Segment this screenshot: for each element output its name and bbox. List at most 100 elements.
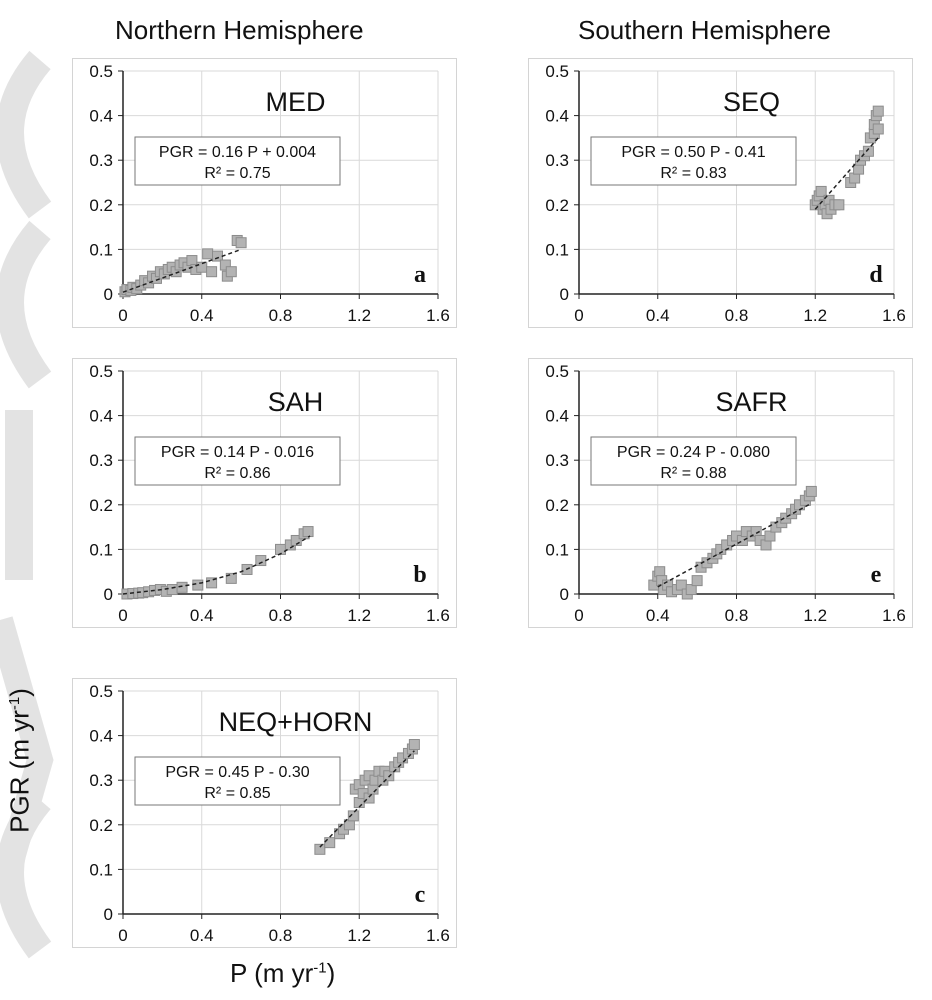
x-tick-label: 1.6 bbox=[882, 606, 906, 625]
x-tick-label: 0 bbox=[118, 926, 127, 945]
data-point bbox=[225, 266, 237, 278]
x-tick-label: 0.8 bbox=[725, 306, 749, 325]
trend-line bbox=[319, 750, 415, 848]
y-axis-label-sup: -1 bbox=[5, 696, 23, 711]
data-point bbox=[192, 579, 204, 591]
panel-letter: d bbox=[869, 262, 883, 288]
chart-a-svg: 0 0.1 0.2 0.3 0.4 0.5 0 0.4 0.8 1.2 1.6 MED PGR = 0.… bbox=[89, 62, 450, 325]
panel-title: MED bbox=[266, 87, 326, 117]
equation-text: PGR = 0.14 P - 0.016 bbox=[161, 444, 314, 461]
data-point bbox=[862, 145, 874, 157]
y-tick-label: 0.1 bbox=[89, 860, 113, 879]
x-tick-label: 1.2 bbox=[803, 606, 827, 625]
data-point bbox=[225, 572, 237, 584]
x-tick-label: 0.4 bbox=[646, 306, 670, 325]
y-tick-label: 0.2 bbox=[89, 196, 113, 215]
y-tick-label: 0 bbox=[560, 585, 569, 604]
y-tick-label: 0.4 bbox=[545, 407, 569, 426]
x-axis-label-sup: -1 bbox=[313, 959, 327, 977]
data-point bbox=[176, 581, 188, 593]
x-axis-label-text: P (m yr bbox=[230, 958, 314, 988]
y-tick-label: 0 bbox=[104, 585, 113, 604]
chart-e-svg: 0 0.1 0.2 0.3 0.4 0.5 0 0.4 0.8 1.2 1.6 SAFR PGR = 0… bbox=[545, 362, 906, 625]
panel-e: 0 0.1 0.2 0.3 0.4 0.5 0 0.4 0.8 1.2 1.6 SAFR PGR = 0… bbox=[528, 358, 913, 628]
y-tick-label: 0.1 bbox=[545, 240, 569, 259]
panel-letter: a bbox=[414, 262, 426, 288]
y-tick-label: 0.2 bbox=[89, 496, 113, 515]
y-tick-label: 0.1 bbox=[89, 240, 113, 259]
chart-c-svg: 0 0.1 0.2 0.3 0.4 0.5 0 0.4 0.8 1.2 1.6 NEQ+HORN PGR… bbox=[89, 682, 450, 945]
equation-text: PGR = 0.16 P + 0.004 bbox=[159, 144, 316, 161]
data-point bbox=[347, 810, 359, 822]
x-tick-label: 0 bbox=[574, 306, 583, 325]
y-tick-label: 0.2 bbox=[545, 496, 569, 515]
data-point bbox=[196, 261, 208, 273]
y-tick-label: 0.3 bbox=[89, 151, 113, 170]
x-tick-label: 0.8 bbox=[269, 926, 293, 945]
x-tick-label: 0 bbox=[574, 606, 583, 625]
r-squared-text: R² = 0.88 bbox=[660, 465, 726, 482]
y-axis-label-close: ) bbox=[4, 688, 35, 697]
r-squared-text: R² = 0.75 bbox=[204, 165, 270, 182]
panel-d: 0 0.1 0.2 0.3 0.4 0.5 0 0.4 0.8 1.2 1.6 SEQ PGR = 0.… bbox=[528, 58, 913, 328]
x-tick-label: 0.4 bbox=[190, 306, 214, 325]
x-tick-label: 0.4 bbox=[646, 606, 670, 625]
southern-hemisphere-header: Southern Hemisphere bbox=[578, 15, 831, 45]
data-point bbox=[255, 555, 267, 567]
data-point bbox=[805, 485, 817, 497]
data-point bbox=[302, 526, 314, 538]
y-tick-label: 0.3 bbox=[89, 451, 113, 470]
panel-title: SAH bbox=[268, 387, 324, 417]
y-axis-label: PGR (m yr-1) bbox=[5, 646, 36, 876]
y-tick-label: 0.3 bbox=[89, 771, 113, 790]
x-tick-label: 1.6 bbox=[882, 306, 906, 325]
y-tick-label: 0.3 bbox=[545, 451, 569, 470]
y-tick-label: 0.5 bbox=[89, 682, 113, 701]
y-tick-label: 0 bbox=[560, 285, 569, 304]
data-point bbox=[206, 577, 218, 589]
data-point bbox=[685, 584, 697, 596]
r-squared-text: R² = 0.83 bbox=[660, 165, 726, 182]
y-tick-label: 0.1 bbox=[89, 540, 113, 559]
trend-line bbox=[122, 535, 311, 595]
equation-box bbox=[134, 756, 341, 806]
data-point bbox=[290, 534, 302, 546]
trend-line bbox=[657, 502, 812, 588]
y-tick-label: 0.1 bbox=[545, 540, 569, 559]
y-tick-label: 0 bbox=[104, 285, 113, 304]
x-tick-label: 1.6 bbox=[426, 606, 450, 625]
panel-b: 0 0.1 0.2 0.3 0.4 0.5 0 0.4 0.8 1.2 1.6 SAH PGR = 0.… bbox=[72, 358, 457, 628]
data-point bbox=[764, 530, 776, 542]
chart-b-svg: 0 0.1 0.2 0.3 0.4 0.5 0 0.4 0.8 1.2 1.6 SAH PGR = 0.… bbox=[89, 362, 450, 625]
panel-title: SEQ bbox=[723, 87, 780, 117]
data-point bbox=[872, 105, 884, 117]
x-tick-label: 0.8 bbox=[269, 306, 293, 325]
y-tick-label: 0.4 bbox=[89, 107, 113, 126]
x-tick-label: 1.6 bbox=[426, 926, 450, 945]
y-tick-label: 0.4 bbox=[545, 107, 569, 126]
equation-box bbox=[590, 436, 797, 486]
x-tick-label: 1.6 bbox=[426, 306, 450, 325]
data-point bbox=[691, 575, 703, 587]
data-point bbox=[275, 543, 286, 555]
x-tick-label: 1.2 bbox=[803, 306, 827, 325]
panel-title: SAFR bbox=[715, 387, 787, 417]
data-point bbox=[383, 770, 395, 782]
data-point bbox=[219, 259, 231, 271]
r-squared-text: R² = 0.85 bbox=[204, 785, 270, 802]
x-tick-label: 0.8 bbox=[269, 606, 293, 625]
x-tick-label: 0.4 bbox=[190, 926, 214, 945]
equation-box bbox=[590, 136, 797, 186]
y-tick-label: 0.4 bbox=[89, 407, 113, 426]
data-point bbox=[833, 199, 845, 211]
data-point bbox=[202, 248, 214, 260]
x-tick-label: 1.2 bbox=[347, 606, 371, 625]
y-tick-label: 0 bbox=[104, 905, 113, 924]
y-axis-label-text: PGR (m yr bbox=[4, 710, 35, 833]
x-tick-label: 0 bbox=[118, 306, 127, 325]
y-tick-label: 0.5 bbox=[545, 362, 569, 381]
y-tick-label: 0.3 bbox=[545, 151, 569, 170]
x-tick-label: 0.8 bbox=[725, 606, 749, 625]
data-point bbox=[314, 843, 326, 855]
x-axis-label: P (m yr-1) bbox=[230, 958, 335, 989]
